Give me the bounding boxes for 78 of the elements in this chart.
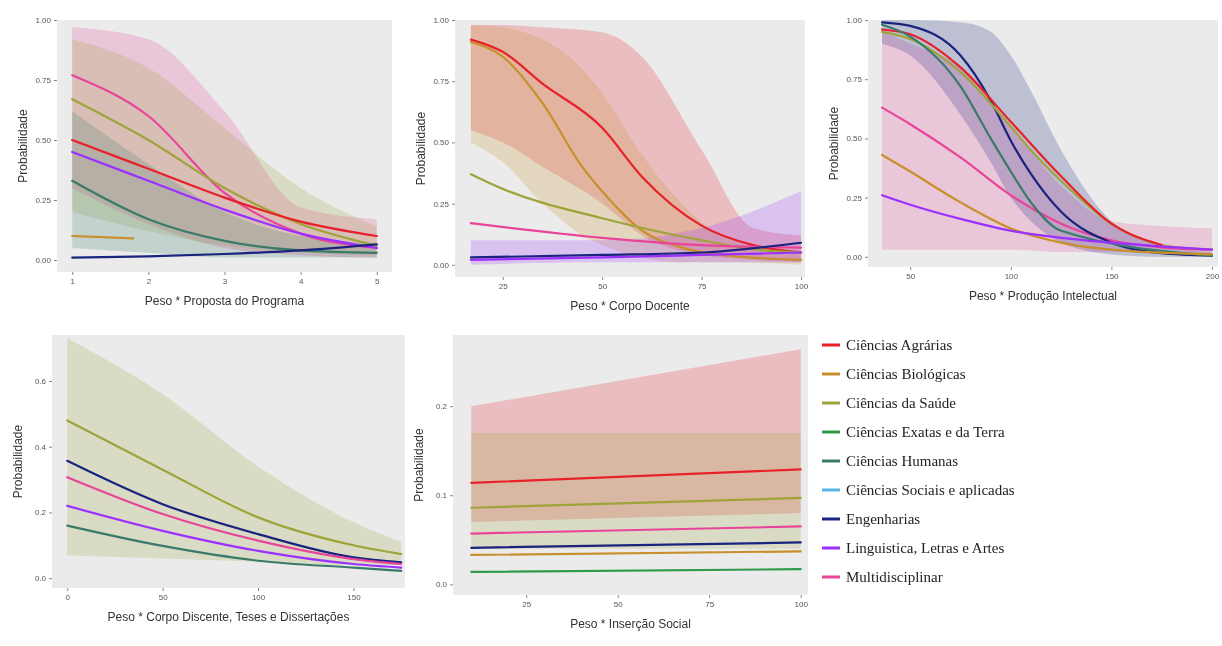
y-tick-label: 0.25 (35, 196, 52, 206)
x-tick-label: 100 (794, 599, 809, 609)
legend-label: Ciências Exatas e da Terra (846, 424, 1005, 440)
y-tick-label: 0.00 (433, 260, 450, 270)
x-tick-label: 50 (598, 281, 608, 291)
x-tick-label: 150 (1105, 271, 1120, 281)
line-series (66, 419, 403, 556)
line-series (880, 153, 1214, 256)
x-axis-title: Peso * Inserção Social (570, 617, 691, 631)
line-series (880, 28, 1163, 247)
legend-label: Ciências Sociais e aplicadas (846, 482, 1015, 498)
y-tick-label: 0.1 (435, 491, 448, 501)
line-series (71, 138, 378, 238)
x-tick-label: 100 (794, 281, 809, 291)
x-tick-label: 0 (65, 592, 71, 602)
legend-label: Ciências Biológicas (846, 366, 966, 382)
line-series (469, 241, 803, 259)
y-tick-label: 0.6 (34, 377, 47, 387)
y-tick-label: 0.00 (846, 252, 863, 262)
line-series (66, 476, 403, 566)
y-tick-label: 0.75 (846, 75, 863, 85)
x-tick-label: 100 (1004, 271, 1019, 281)
x-tick-label: 5 (375, 276, 381, 286)
x-tick-label: 4 (298, 276, 304, 286)
y-axis-title: Probabilidade (11, 424, 25, 499)
y-tick-label: 0.50 (846, 134, 863, 144)
line-series (469, 222, 803, 249)
line-series (71, 243, 378, 259)
legend-label: Ciências Agrárias (846, 337, 953, 353)
x-tick-label: 75 (697, 281, 708, 291)
x-tick-label: 150 (347, 592, 362, 602)
x-axis-title: Peso * Proposta do Programa (144, 294, 305, 308)
line-series (71, 98, 378, 247)
y-tick-label: 0.75 (433, 77, 450, 87)
x-axis-title: Peso * Produção Intelectual (968, 289, 1118, 303)
y-tick-label: 0.25 (846, 193, 863, 203)
legend-label: Ciências da Saúde (846, 395, 957, 411)
x-tick-label: 3 (222, 276, 228, 286)
y-tick-label: 0.0 (435, 580, 448, 590)
y-tick-label: 1.00 (35, 16, 52, 26)
x-tick-label: 25 (498, 281, 509, 291)
line-series (71, 150, 378, 250)
x-tick-label: 50 (613, 599, 624, 609)
y-tick-label: 0.0 (34, 574, 47, 584)
y-axis-title: Probabilidade (16, 108, 30, 183)
y-tick-label: 1.00 (846, 16, 863, 26)
y-tick-label: 0.50 (35, 136, 52, 146)
x-tick-label: 50 (906, 271, 916, 281)
legend-label: Linguistica, Letras e Artes (846, 540, 1005, 556)
x-tick-label: 100 (251, 592, 266, 602)
y-tick-label: 0.00 (35, 256, 52, 266)
y-axis-title: Probabilidade (414, 111, 428, 186)
line-series (66, 524, 403, 573)
legend-label: Ciências Humanas (846, 453, 959, 469)
y-tick-label: 1.00 (433, 16, 450, 26)
line-series (71, 179, 378, 254)
line-series (66, 504, 403, 569)
y-axis-title: Probabilidade (827, 106, 841, 181)
x-tick-label: 50 (158, 592, 169, 602)
x-tick-label: 1 (70, 276, 76, 286)
x-tick-label: 2 (146, 276, 152, 286)
legend-label: Engenharias (846, 511, 921, 527)
x-tick-label: 75 (705, 599, 715, 609)
y-tick-label: 0.4 (34, 442, 47, 452)
y-tick-label: 0.25 (433, 199, 450, 209)
line-series (66, 459, 403, 564)
x-axis-title: Peso * Corpo Discente, Teses e Dissertações (107, 610, 350, 624)
x-tick-label: 200 (1205, 271, 1220, 281)
y-tick-label: 0.2 (435, 402, 448, 412)
x-tick-label: 25 (522, 599, 532, 609)
x-axis-title: Peso * Corpo Docente (570, 299, 691, 313)
legend-label: Multidisciplinar (846, 569, 943, 585)
y-axis-title: Probabilidade (412, 427, 426, 502)
line-series (880, 194, 1214, 251)
y-tick-label: 0.50 (433, 138, 450, 148)
line-series (469, 251, 803, 261)
y-tick-label: 0.2 (34, 508, 47, 518)
y-tick-label: 0.75 (35, 76, 52, 86)
